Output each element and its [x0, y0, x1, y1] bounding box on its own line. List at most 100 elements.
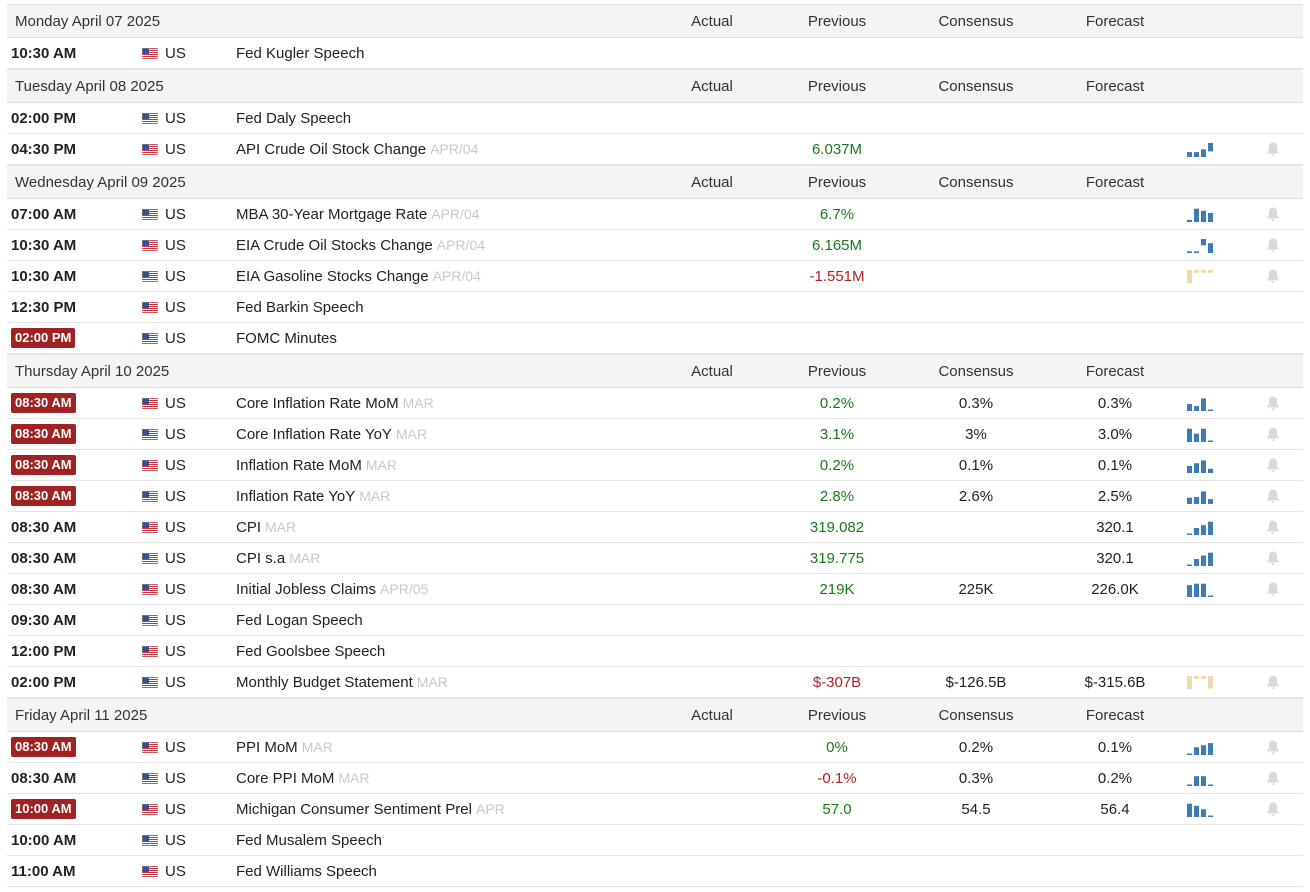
day-title: Monday April 07 2025	[15, 12, 161, 30]
alert-bell-icon[interactable]	[1266, 395, 1280, 411]
event-name-link[interactable]: Michigan Consumer Sentiment Prel	[236, 800, 472, 818]
event-name-link[interactable]: CPI	[236, 518, 262, 536]
event-name-cell[interactable]: Fed Logan Speech	[236, 605, 363, 635]
alert-bell-icon[interactable]	[1266, 426, 1280, 442]
event-row[interactable]: 10:00 AM US Fed Musalem Speech	[7, 825, 1303, 856]
event-time: 08:30 AM	[11, 450, 76, 480]
event-row[interactable]: 10:30 AM US Fed Kugler Speech	[7, 38, 1303, 69]
event-name-cell[interactable]: Fed Musalem Speech	[236, 825, 382, 855]
event-time: 10:30 AM	[11, 38, 76, 68]
event-name-cell[interactable]: MBA 30-Year Mortgage Rate APR/04	[236, 199, 479, 229]
event-name-cell[interactable]: Inflation Rate MoM MAR	[236, 450, 397, 480]
alert-bell-icon[interactable]	[1266, 457, 1280, 473]
sparkline-chart	[1187, 239, 1213, 253]
event-row[interactable]: 12:00 PM US Fed Goolsbee Speech	[7, 636, 1303, 667]
event-row[interactable]: 08:30 AM US Core PPI MoM MAR -0.1% 0.3% 0.2%	[7, 763, 1303, 794]
alert-bell-icon[interactable]	[1266, 770, 1280, 786]
event-name-link[interactable]: CPI s.a	[236, 549, 286, 567]
alert-bell-icon[interactable]	[1266, 801, 1280, 817]
event-name-cell[interactable]: FOMC Minutes	[236, 323, 337, 353]
event-name-link[interactable]: Fed Barkin Speech	[236, 298, 364, 316]
event-name-cell[interactable]: Fed Barkin Speech	[236, 292, 364, 322]
event-row[interactable]: 08:30 AM US CPI MAR 319.082 320.1	[7, 512, 1303, 543]
alert-bell-icon[interactable]	[1266, 237, 1280, 253]
event-name-link[interactable]: Fed Daly Speech	[236, 109, 352, 127]
alert-bell-icon[interactable]	[1266, 581, 1280, 597]
sparkline-bar	[1187, 152, 1192, 157]
previous-value: 2.8%	[819, 487, 855, 505]
alert-bell-icon[interactable]	[1266, 550, 1280, 566]
time-text: 02:00 PM	[11, 673, 77, 691]
event-name-link[interactable]: Fed Kugler Speech	[236, 44, 365, 62]
event-row[interactable]: 04:30 PM US API Crude Oil Stock Change APR/…	[7, 134, 1303, 165]
event-name-cell[interactable]: Fed Williams Speech	[236, 856, 377, 886]
event-name-link[interactable]: Fed Williams Speech	[236, 862, 377, 880]
event-row[interactable]: 10:30 AM US EIA Crude Oil Stocks Change APR…	[7, 230, 1303, 261]
alert-bell-icon[interactable]	[1266, 488, 1280, 504]
event-row[interactable]: 08:30 AM US PPI MoM MAR 0% 0.2% 0.1%	[7, 732, 1303, 763]
alert-bell-icon[interactable]	[1266, 519, 1280, 535]
event-row[interactable]: 10:30 AM US EIA Gasoline Stocks Change APR/…	[7, 261, 1303, 292]
event-name-cell[interactable]: Core Inflation Rate YoY MAR	[236, 419, 427, 449]
sparkline-chart	[1187, 521, 1213, 535]
event-name-cell[interactable]: Initial Jobless Claims APR/05	[236, 574, 428, 604]
event-name-cell[interactable]: Fed Goolsbee Speech	[236, 636, 385, 666]
event-name-cell[interactable]: CPI MAR	[236, 512, 296, 542]
event-row[interactable]: 10:00 AM US Michigan Consumer Sentiment Pr…	[7, 794, 1303, 825]
actual-value	[662, 481, 762, 511]
alert-bell-icon[interactable]	[1266, 674, 1280, 690]
sparkline-bar	[1201, 583, 1206, 597]
event-name-link[interactable]: EIA Crude Oil Stocks Change	[236, 236, 433, 254]
event-name-link[interactable]: Inflation Rate MoM	[236, 456, 362, 474]
event-row[interactable]: 11:00 AM US Fed Williams Speech	[7, 856, 1303, 887]
event-row[interactable]: 02:00 PM US Monthly Budget Statement MAR $-3…	[7, 667, 1303, 698]
event-name-link[interactable]: Fed Logan Speech	[236, 611, 363, 629]
event-name-link[interactable]: Monthly Budget Statement	[236, 673, 413, 691]
event-row[interactable]: 07:00 AM US MBA 30-Year Mortgage Rate APR/0…	[7, 199, 1303, 230]
event-name-link[interactable]: MBA 30-Year Mortgage Rate	[236, 205, 428, 223]
event-name-cell[interactable]: EIA Crude Oil Stocks Change APR/04	[236, 230, 485, 260]
event-name-link[interactable]: Fed Goolsbee Speech	[236, 642, 386, 660]
reference-period: MAR	[338, 770, 370, 786]
event-name-cell[interactable]: Core PPI MoM MAR	[236, 763, 369, 793]
forecast-value	[1065, 636, 1165, 666]
event-name-link[interactable]: Fed Musalem Speech	[236, 831, 382, 849]
event-row[interactable]: 08:30 AM US Inflation Rate YoY MAR 2.8% 2.6% 2…	[7, 481, 1303, 512]
event-name-link[interactable]: FOMC Minutes	[236, 329, 337, 347]
event-name-cell[interactable]: PPI MoM MAR	[236, 732, 333, 762]
event-row[interactable]: 08:30 AM US CPI s.a MAR 319.775 320.1	[7, 543, 1303, 574]
sparkline-chart	[1187, 208, 1213, 222]
event-row[interactable]: 08:30 AM US Initial Jobless Claims APR/05 21…	[7, 574, 1303, 605]
alert-bell-icon[interactable]	[1266, 739, 1280, 755]
alert-bell-icon[interactable]	[1266, 206, 1280, 222]
event-name-link[interactable]: API Crude Oil Stock Change	[236, 140, 427, 158]
event-name-link[interactable]: Inflation Rate YoY	[236, 487, 356, 505]
event-name-cell[interactable]: Inflation Rate YoY MAR	[236, 481, 390, 511]
event-name-link[interactable]: Initial Jobless Claims	[236, 580, 377, 598]
event-row[interactable]: 12:30 PM US Fed Barkin Speech	[7, 292, 1303, 323]
event-name-link[interactable]: EIA Gasoline Stocks Change	[236, 267, 429, 285]
event-name-cell[interactable]: Fed Kugler Speech	[236, 38, 364, 68]
consensus-value	[926, 512, 1026, 542]
event-name-cell[interactable]: CPI s.a MAR	[236, 543, 320, 573]
event-row[interactable]: 09:30 AM US Fed Logan Speech	[7, 605, 1303, 636]
event-name-cell[interactable]: Fed Daly Speech	[236, 103, 351, 133]
event-name-link[interactable]: Core PPI MoM	[236, 769, 335, 787]
event-name-link[interactable]: Core Inflation Rate YoY	[236, 425, 392, 443]
sparkline-bar	[1208, 499, 1213, 504]
event-name-cell[interactable]: Core Inflation Rate MoM MAR	[236, 388, 434, 418]
event-row[interactable]: 08:30 AM US Core Inflation Rate YoY MAR 3.1%…	[7, 419, 1303, 450]
event-row[interactable]: 08:30 AM US Core Inflation Rate MoM MAR 0.2%…	[7, 388, 1303, 419]
event-name-cell[interactable]: Michigan Consumer Sentiment Prel APR	[236, 794, 505, 824]
event-row[interactable]: 02:00 PM US FOMC Minutes	[7, 323, 1303, 354]
event-name-link[interactable]: PPI MoM	[236, 738, 298, 756]
highlighted-time-badge: 08:30 AM	[11, 455, 76, 475]
alert-bell-icon[interactable]	[1266, 141, 1280, 157]
event-name-cell[interactable]: API Crude Oil Stock Change APR/04	[236, 134, 478, 164]
event-name-cell[interactable]: EIA Gasoline Stocks Change APR/04	[236, 261, 481, 291]
event-name-link[interactable]: Core Inflation Rate MoM	[236, 394, 399, 412]
event-name-cell[interactable]: Monthly Budget Statement MAR	[236, 667, 448, 697]
event-row[interactable]: 02:00 PM US Fed Daly Speech	[7, 103, 1303, 134]
event-row[interactable]: 08:30 AM US Inflation Rate MoM MAR 0.2% 0.1% 0…	[7, 450, 1303, 481]
alert-bell-icon[interactable]	[1266, 268, 1280, 284]
